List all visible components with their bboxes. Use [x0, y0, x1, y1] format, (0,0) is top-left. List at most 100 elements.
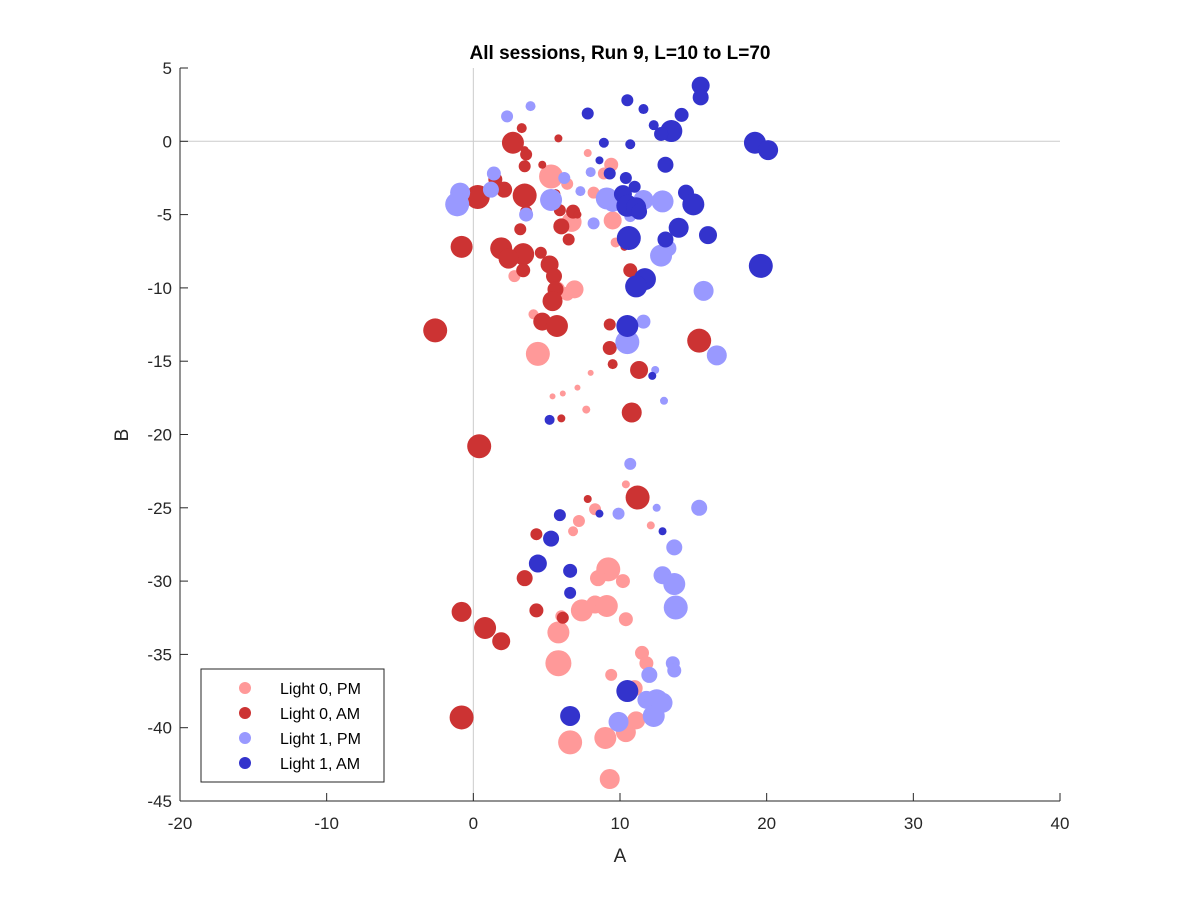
data-point-series-3	[628, 180, 641, 193]
y-tick-label: -40	[147, 719, 172, 738]
x-tick-label: 40	[1051, 814, 1070, 833]
x-tick-label: 10	[611, 814, 630, 833]
data-point-series-3	[668, 217, 689, 238]
data-point-series-1	[450, 235, 473, 258]
data-point-series-2	[663, 595, 688, 620]
chart-title: All sessions, Run 9, L=10 to L=70	[470, 43, 771, 64]
data-point-series-1	[542, 291, 563, 312]
data-point-series-1	[474, 617, 497, 640]
data-point-series-2	[660, 396, 668, 405]
y-tick-label: -5	[157, 206, 172, 225]
data-point-series-1	[530, 528, 543, 541]
data-point-series-1	[602, 341, 617, 356]
data-point-series-1	[501, 131, 524, 154]
data-point-series-2	[706, 345, 727, 366]
data-point-series-2	[525, 101, 536, 112]
data-point-series-3	[638, 104, 649, 115]
data-point-series-2	[540, 188, 563, 211]
y-tick-label: -35	[147, 645, 172, 664]
data-point-series-0	[545, 650, 572, 677]
data-point-series-0	[570, 599, 593, 622]
x-tick-label: -20	[168, 814, 193, 833]
plot-area: -20 -10 0 10 20 30 4050-5-10-15-20-25-30-35-40…	[147, 59, 1069, 833]
data-point-series-1	[687, 328, 712, 353]
legend-marker	[239, 682, 251, 694]
data-point-series-2	[666, 539, 683, 556]
data-point-series-1	[557, 414, 566, 423]
y-tick-label: -25	[147, 499, 172, 518]
data-point-series-1	[512, 183, 537, 208]
data-point-series-0	[583, 149, 592, 158]
data-point-series-3	[564, 586, 577, 599]
data-point-series-0	[587, 369, 594, 376]
data-point-series-3	[657, 231, 674, 248]
data-point-series-3	[674, 107, 689, 122]
data-point-series-3	[692, 89, 709, 106]
legend-entry: Light 0, AM	[280, 706, 360, 723]
data-point-series-1	[516, 123, 527, 134]
data-point-series-1	[534, 246, 547, 259]
data-point-series-2	[612, 507, 625, 520]
data-point-series-1	[630, 360, 649, 379]
data-point-series-3	[543, 530, 560, 547]
data-point-series-2	[651, 190, 674, 213]
data-point-series-2	[445, 192, 470, 217]
legend-box	[200, 668, 385, 783]
data-point-series-2	[519, 207, 534, 222]
data-point-series-2	[642, 704, 665, 727]
data-point-series-0	[590, 570, 606, 587]
data-point-series-3	[603, 167, 616, 180]
data-point-series-2	[667, 663, 682, 678]
data-point-series-0	[618, 612, 633, 627]
x-tick-label: 30	[904, 814, 923, 833]
data-point-series-2	[486, 166, 501, 181]
data-point-series-2	[575, 186, 586, 197]
data-point-series-3	[553, 509, 566, 522]
x-tick-label: 20	[757, 814, 776, 833]
legend-entry: Light 1, AM	[280, 756, 360, 773]
data-point-series-2	[693, 280, 714, 301]
data-point-series-3	[621, 94, 634, 107]
data-point-series-1	[538, 160, 547, 169]
data-point-series-3	[654, 126, 669, 141]
y-tick-label: -30	[147, 572, 172, 591]
data-point-series-3	[625, 139, 636, 150]
data-point-series-3	[648, 371, 657, 380]
data-point-series-1	[492, 632, 511, 651]
data-point-series-3	[616, 226, 641, 251]
data-point-series-2	[636, 314, 651, 329]
x-tick-label: 0	[469, 814, 478, 833]
data-point-series-1	[603, 318, 616, 331]
data-point-series-3	[560, 705, 581, 726]
data-point-series-1	[520, 148, 533, 161]
data-point-series-1	[514, 223, 527, 236]
legend-marker	[239, 757, 251, 769]
data-point-series-0	[594, 726, 617, 749]
data-point-series-2	[558, 171, 571, 184]
data-point-series-3	[657, 156, 674, 173]
data-point-series-1	[607, 359, 618, 370]
data-point-series-2	[608, 711, 629, 732]
data-point-series-3	[758, 140, 779, 161]
data-point-series-0	[605, 668, 618, 681]
data-point-series-3	[625, 275, 648, 298]
x-axis-label: A	[614, 846, 627, 867]
data-point-series-2	[641, 666, 658, 683]
data-point-series-0	[560, 286, 575, 301]
data-point-series-2	[663, 573, 686, 596]
data-point-series-3	[544, 414, 555, 425]
data-point-series-3	[598, 137, 609, 148]
data-point-series-0	[582, 405, 591, 414]
data-point-series-3	[581, 107, 594, 120]
legend-entry: Light 1, PM	[280, 731, 361, 748]
data-point-series-0	[646, 521, 655, 530]
data-point-series-0	[639, 656, 654, 671]
data-point-series-3	[595, 509, 604, 518]
data-point-series-0	[599, 769, 620, 790]
data-point-series-2	[482, 181, 499, 198]
data-point-series-1	[451, 601, 472, 622]
legend-entry: Light 0, PM	[280, 681, 361, 698]
data-point-series-3	[616, 680, 639, 703]
